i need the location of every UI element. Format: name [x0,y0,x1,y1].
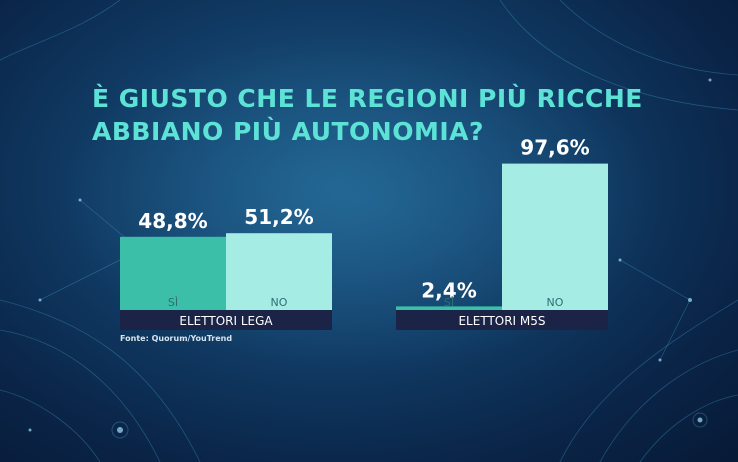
value-label-2-no: 97,6% [520,136,589,160]
value-label-2-si: 2,4% [421,278,476,302]
category-label-2-si: SÌ [444,296,454,309]
group-label-bar-1 [120,310,332,330]
group-label-2: ELETTORI M5S [458,314,545,328]
bar-1-si [120,236,226,310]
category-label-2-no: NO [547,296,564,309]
category-label-1-no: NO [271,296,288,309]
value-label-1-no: 51,2% [244,205,313,229]
bar-2-no [502,163,608,310]
bar-1-no [226,233,332,310]
bar-2-si [396,306,502,310]
value-label-1-si: 48,8% [138,209,207,233]
chart-title-line-1: È GIUSTO CHE LE REGIONI PIÙ RICCHE [92,84,643,113]
group-label-1: ELETTORI LEGA [179,314,273,328]
group-label-bar-2 [396,310,608,330]
chart-title-line-2: ABBIANO PIÙ AUTONOMIA? [92,117,485,146]
category-label-1-si: SÌ [168,296,178,309]
chart-title: È GIUSTO CHE LE REGIONI PIÙ RICCHE ABBIA… [92,82,652,148]
source-note: Fonte: Quorum/YouTrend [120,334,233,343]
